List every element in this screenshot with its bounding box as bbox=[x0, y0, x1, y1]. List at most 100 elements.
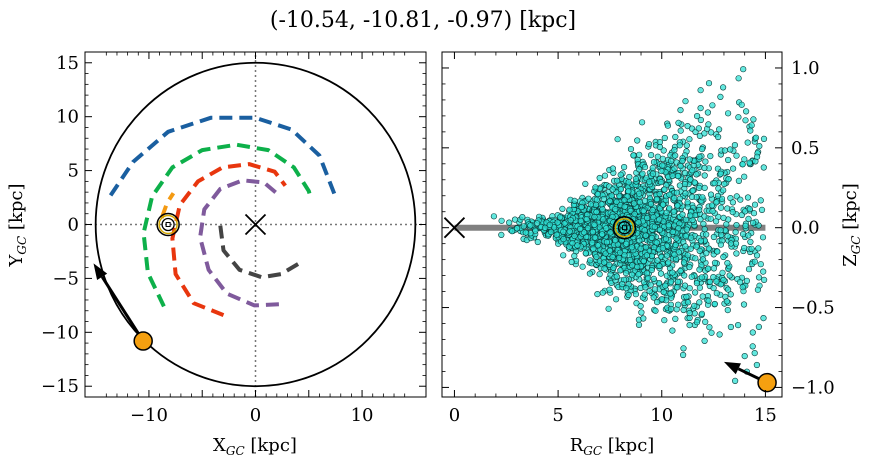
y-axis-label-left: YGC [kpc] bbox=[6, 184, 29, 268]
star-point bbox=[741, 244, 748, 252]
star-point bbox=[557, 214, 564, 221]
star-point bbox=[758, 206, 766, 213]
galaxy-boundary-circle bbox=[94, 61, 417, 388]
star-point bbox=[669, 269, 676, 276]
star-point bbox=[705, 265, 712, 272]
star-point bbox=[661, 317, 668, 324]
star-point bbox=[592, 201, 600, 208]
star-point bbox=[725, 176, 732, 183]
star-point bbox=[686, 309, 693, 317]
target-star-marker-rz bbox=[757, 372, 777, 393]
spiral-arm-5 bbox=[198, 178, 280, 308]
sun-marker bbox=[156, 212, 180, 237]
star-point bbox=[750, 210, 758, 217]
star-point bbox=[674, 173, 682, 180]
x-tick-label-right: 15 bbox=[754, 405, 777, 426]
star-point bbox=[720, 214, 727, 221]
star-point bbox=[635, 321, 643, 329]
star-point bbox=[541, 224, 549, 231]
star-point bbox=[672, 242, 679, 249]
star-point bbox=[584, 225, 592, 232]
star-point bbox=[623, 240, 630, 247]
star-point bbox=[612, 206, 619, 213]
x-tick-label-left: 0 bbox=[250, 405, 261, 426]
star-point bbox=[670, 208, 677, 215]
star-point bbox=[699, 256, 707, 263]
star-point bbox=[596, 271, 603, 278]
star-point bbox=[656, 190, 663, 198]
star-point bbox=[619, 281, 626, 288]
star-point bbox=[490, 213, 498, 220]
star-point bbox=[520, 223, 527, 230]
star-point bbox=[628, 244, 635, 251]
star-point bbox=[527, 222, 534, 229]
star-point bbox=[702, 318, 709, 326]
star-point bbox=[588, 239, 596, 246]
star-point bbox=[662, 235, 670, 242]
star-point bbox=[606, 197, 613, 205]
x-tick-label-right: 5 bbox=[552, 405, 563, 426]
star-point bbox=[701, 172, 708, 179]
star-point bbox=[702, 158, 709, 165]
star-point bbox=[708, 329, 715, 336]
star-point bbox=[671, 195, 678, 202]
star-point bbox=[641, 227, 648, 234]
star-point bbox=[635, 166, 643, 173]
star-point bbox=[696, 247, 703, 254]
star-point bbox=[740, 66, 747, 73]
star-point bbox=[649, 207, 656, 214]
star-point bbox=[751, 350, 758, 357]
star-point bbox=[533, 220, 541, 227]
star-point bbox=[513, 225, 521, 232]
star-point bbox=[739, 284, 746, 291]
star-point bbox=[681, 180, 689, 188]
star-point bbox=[682, 243, 689, 250]
star-point bbox=[511, 216, 519, 223]
star-point bbox=[614, 136, 621, 143]
star-point bbox=[617, 186, 625, 193]
star-point bbox=[638, 119, 646, 126]
star-point bbox=[667, 157, 675, 165]
star-point bbox=[680, 306, 687, 314]
star-point bbox=[609, 186, 616, 193]
star-point bbox=[695, 125, 702, 132]
star-point bbox=[594, 291, 601, 298]
star-point bbox=[729, 209, 736, 216]
star-point bbox=[676, 142, 683, 149]
star-point bbox=[599, 289, 606, 296]
star-point bbox=[724, 233, 731, 240]
star-point bbox=[755, 245, 762, 252]
star-point bbox=[620, 164, 628, 171]
star-point bbox=[649, 164, 656, 171]
star-point bbox=[706, 324, 713, 331]
star-point bbox=[697, 104, 704, 112]
galactic-center-marker bbox=[244, 213, 267, 236]
star-point bbox=[658, 168, 665, 175]
star-point bbox=[697, 216, 704, 223]
y-tick-label-right: 0.0 bbox=[791, 218, 820, 239]
y-tick-label-right: −1.0 bbox=[791, 377, 835, 398]
star-point bbox=[700, 220, 707, 227]
star-point bbox=[703, 231, 710, 238]
star-point bbox=[669, 228, 676, 236]
target-star-marker-xy bbox=[133, 331, 153, 351]
star-point bbox=[560, 236, 567, 243]
star-point bbox=[657, 270, 665, 277]
star-point bbox=[600, 259, 608, 266]
star-point bbox=[591, 221, 598, 228]
star-point bbox=[686, 285, 693, 292]
star-point bbox=[606, 247, 614, 254]
star-point bbox=[672, 133, 679, 141]
star-point bbox=[591, 234, 599, 241]
x-tick-label-left: −10 bbox=[130, 405, 168, 426]
star-point bbox=[714, 133, 722, 141]
star-point bbox=[741, 208, 749, 215]
star-point bbox=[640, 315, 647, 322]
star-point bbox=[711, 180, 718, 187]
star-point bbox=[642, 232, 649, 239]
star-point bbox=[637, 245, 644, 252]
rz-plane-panel: 0 5 10 15 −1.0 −0.5 0.0 0.5 1.0 RGC [kpc] ZGC [k… bbox=[441, 51, 863, 458]
star-point bbox=[687, 245, 694, 252]
star-point bbox=[506, 219, 513, 226]
star-point bbox=[665, 222, 672, 229]
